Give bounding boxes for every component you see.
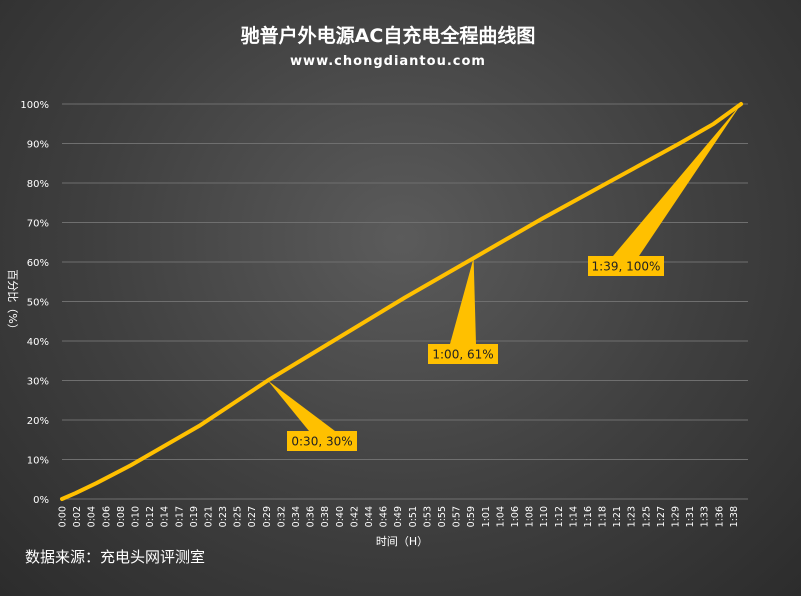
x-tick-label: 0:19 [189, 506, 200, 527]
x-tick-label: 0:10 [130, 506, 141, 527]
data-source-note: 数据来源：充电头网评测室 [25, 548, 205, 566]
y-tick-label: 40% [27, 337, 49, 348]
x-tick-label: 1:04 [495, 506, 506, 527]
x-tick-label: 0:17 [174, 506, 185, 527]
y-tick-label: 50% [27, 298, 49, 309]
x-tick-label: 1:36 [714, 506, 725, 527]
y-tick-label: 20% [27, 416, 49, 427]
annotation-pointer [267, 380, 335, 431]
x-axis-ticks: 0:00 0:02 0:04 0:06 0:08 0:10 0:12 0:14 0:17 0:19… [58, 506, 740, 527]
y-tick-label: 60% [27, 258, 49, 269]
x-tick-label: 0:25 [233, 506, 244, 527]
annotation-label: 0:30, 30% [291, 435, 352, 449]
x-tick-label: 1:01 [481, 506, 492, 527]
y-tick-label: 80% [27, 179, 49, 190]
x-tick-label: 0:34 [291, 506, 302, 527]
x-tick-label: 0:29 [262, 506, 273, 527]
annotation-box [428, 344, 498, 364]
x-tick-label: 1:16 [583, 506, 594, 527]
x-tick-label: 0:21 [203, 506, 214, 527]
x-tick-label: 0:36 [306, 506, 317, 527]
x-tick-label: 1:25 [641, 506, 652, 527]
y-tick-label: 0% [33, 495, 49, 506]
x-tick-label: 0:00 [58, 506, 69, 527]
x-tick-label: 0:27 [247, 506, 258, 527]
chart-subtitle: www.chongdiantou.com [290, 54, 486, 69]
x-tick-label: 0:53 [422, 506, 433, 527]
x-tick-label: 0:57 [452, 506, 463, 527]
x-tick-label: 0:02 [72, 506, 83, 527]
annotation-label: 1:00, 61% [432, 348, 493, 362]
annotation-label: 1:39, 100% [592, 260, 661, 274]
y-axis-ticks: 0% 10% 20% 30% 40% 50% 60% 70% 80% 90% 100% [20, 100, 49, 506]
x-tick-label: 1:06 [510, 506, 521, 527]
x-tick-label: 0:38 [320, 506, 331, 527]
x-tick-label: 0:06 [101, 506, 112, 527]
x-tick-label: 1:27 [656, 506, 667, 527]
x-tick-label: 0:08 [116, 506, 127, 527]
x-tick-label: 0:51 [408, 506, 419, 527]
y-tick-label: 100% [20, 100, 49, 111]
x-axis-label: 时间（H） [376, 535, 428, 548]
x-tick-label: 0:12 [145, 506, 156, 527]
x-tick-label: 1:23 [627, 506, 638, 527]
x-tick-label: 1:29 [671, 506, 682, 527]
x-tick-label: 0:49 [393, 506, 404, 527]
y-tick-label: 70% [27, 219, 49, 230]
x-tick-label: 0:40 [335, 506, 346, 527]
y-tick-label: 10% [27, 456, 49, 467]
x-tick-label: 0:23 [218, 506, 229, 527]
x-tick-label: 1:08 [525, 506, 536, 527]
annotation-box [588, 256, 664, 276]
x-tick-label: 0:14 [160, 506, 171, 527]
chart-title: 驰普户外电源AC自充电全程曲线图 [241, 24, 536, 47]
x-tick-label: 0:44 [364, 506, 375, 527]
x-tick-label: 0:32 [276, 506, 287, 527]
annotation-pointer [613, 104, 742, 256]
x-tick-label: 0:55 [437, 506, 448, 527]
series-layer [60, 102, 744, 501]
annotation-box [287, 431, 357, 451]
x-tick-label: 1:14 [568, 506, 579, 527]
x-tick-label: 1:10 [539, 506, 550, 527]
y-tick-label: 30% [27, 377, 49, 388]
x-tick-label: 0:46 [379, 506, 390, 527]
x-tick-label: 1:31 [685, 506, 696, 527]
x-tick-label: 1:33 [700, 506, 711, 527]
x-tick-label: 1:38 [729, 506, 740, 527]
series-line [60, 102, 744, 501]
gridlines [62, 103, 748, 500]
x-tick-label: 1:12 [554, 506, 565, 527]
x-tick-label: 0:04 [87, 506, 98, 527]
x-tick-label: 0:42 [349, 506, 360, 527]
y-axis-label: 百分比（%） [6, 269, 19, 334]
x-tick-label: 1:21 [612, 506, 623, 527]
annotation-layer: 0:30, 30% 1:00, 61% 1:39, 100% [267, 104, 742, 451]
annotation-pointer [450, 258, 476, 344]
x-tick-label: 0:59 [466, 506, 477, 527]
y-tick-label: 90% [27, 140, 49, 151]
x-tick-label: 1:18 [598, 506, 609, 527]
